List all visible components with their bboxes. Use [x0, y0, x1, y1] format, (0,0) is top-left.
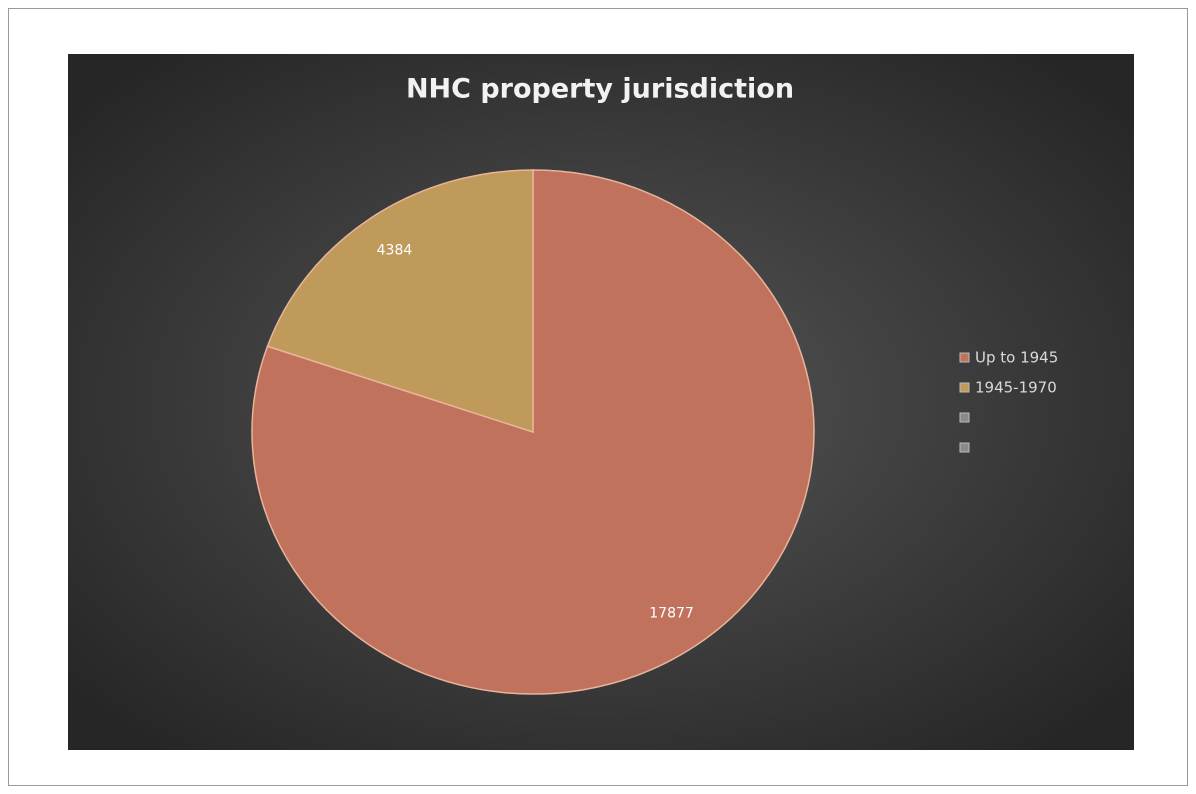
data-label: 4384	[377, 243, 413, 259]
pie-slice	[266, 169, 534, 434]
legend-marker	[959, 412, 970, 423]
chart-title: NHC property jurisdiction	[406, 74, 794, 105]
legend-marker	[959, 442, 970, 453]
legend-marker	[959, 382, 970, 393]
data-label: 17877	[649, 605, 694, 621]
legend-label: Up to 1945	[975, 349, 1058, 367]
legend-label: 1945-1970	[975, 379, 1057, 397]
legend-marker	[959, 352, 970, 363]
